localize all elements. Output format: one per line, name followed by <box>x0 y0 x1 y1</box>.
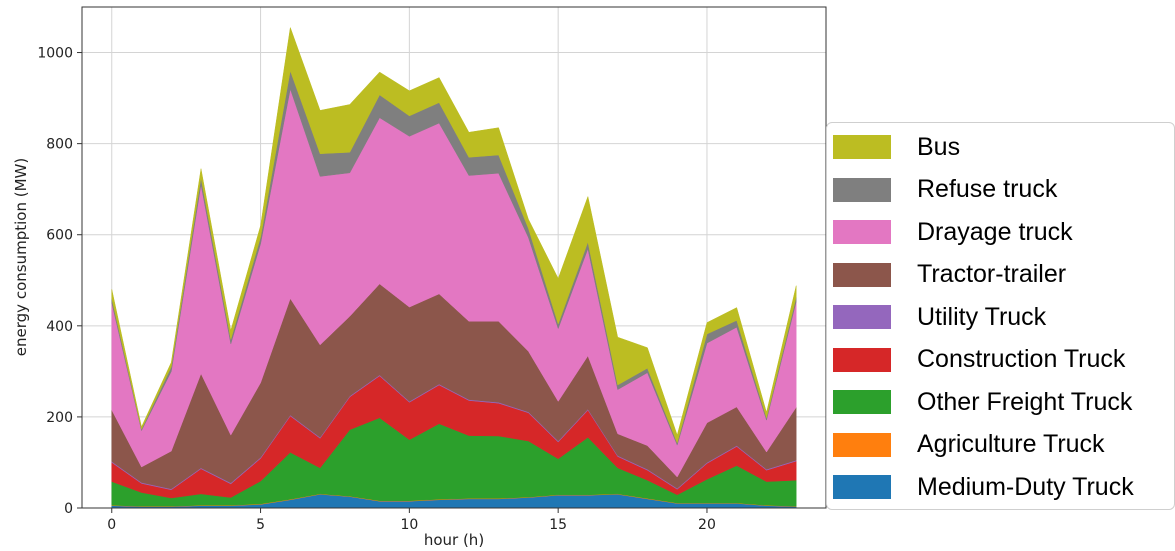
y-tick-label: 200 <box>46 410 73 426</box>
legend-label: Bus <box>917 132 961 161</box>
x-axis-label: hour (h) <box>424 531 484 549</box>
y-axis-ticks: 0 200 400 600 800 1000 <box>37 46 82 517</box>
legend-item-construction-truck: Construction Truck <box>833 339 1174 382</box>
legend-swatch <box>833 305 891 330</box>
legend-label: Construction Truck <box>917 345 1126 374</box>
x-tick-label: 15 <box>549 517 567 533</box>
legend-label: Agriculture Truck <box>917 430 1105 459</box>
legend-label: Refuse truck <box>917 175 1058 204</box>
legend-item-agriculture-truck: Agriculture Truck <box>833 424 1174 467</box>
area-series <box>111 27 797 509</box>
legend-label: Tractor-trailer <box>917 260 1067 289</box>
legend-label: Other Freight Truck <box>917 387 1133 416</box>
x-tick-label: 0 <box>107 517 116 533</box>
x-axis-ticks: 0 5 10 15 20 <box>107 508 716 533</box>
legend-swatch <box>833 475 891 500</box>
legend-label: Medium-Duty Truck <box>917 472 1134 501</box>
x-tick-label: 20 <box>698 517 716 533</box>
legend-swatch <box>833 432 891 457</box>
x-tick-label: 5 <box>256 517 265 533</box>
y-tick-label: 800 <box>46 137 73 153</box>
y-axis-label: energy consumption (MW) <box>12 158 30 356</box>
legend-item-medium-duty-truck: Medium-Duty Truck <box>833 466 1174 509</box>
x-tick-label: 10 <box>400 517 418 533</box>
legend-item-drayage-truck: Drayage truck <box>833 211 1174 254</box>
legend-swatch <box>833 135 891 160</box>
legend-swatch <box>833 390 891 415</box>
legend-item-other-freight-truck: Other Freight Truck <box>833 381 1174 424</box>
legend-item-utility-truck: Utility Truck <box>833 296 1174 339</box>
legend-swatch <box>833 220 891 245</box>
stacked-area-chart: 0 5 10 15 20 0 200 400 600 800 1000 hour (h) ener… <box>12 6 827 549</box>
y-tick-label: 400 <box>46 319 73 335</box>
y-tick-label: 1000 <box>37 46 73 62</box>
legend-label: Drayage truck <box>917 217 1073 246</box>
legend-item-refuse-truck: Refuse truck <box>833 169 1174 212</box>
legend-label: Utility Truck <box>917 302 1047 331</box>
legend-item-tractor-trailer: Tractor-trailer <box>833 254 1174 297</box>
y-tick-label: 600 <box>46 228 73 244</box>
legend-item-bus: Bus <box>833 126 1174 169</box>
y-tick-label: 0 <box>64 501 73 517</box>
legend: Bus Refuse truck Drayage truck Tractor-trai… <box>826 122 1175 510</box>
legend-swatch <box>833 177 891 202</box>
area-bus <box>111 27 797 444</box>
legend-swatch <box>833 262 891 287</box>
legend-swatch <box>833 347 891 372</box>
